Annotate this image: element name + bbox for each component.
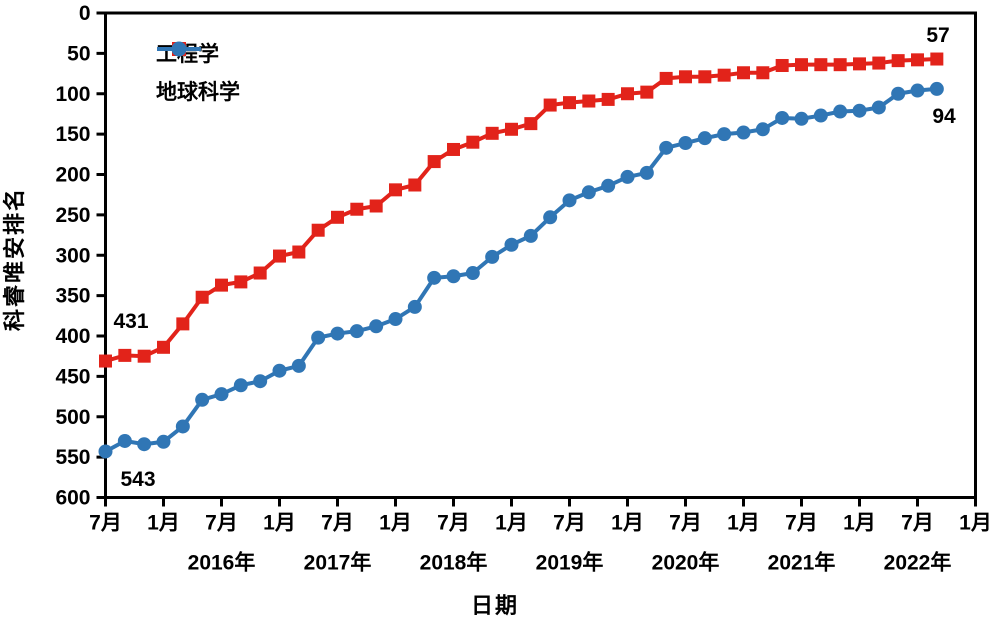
svg-text:200: 200: [55, 164, 90, 187]
svg-text:400: 400: [55, 325, 90, 348]
svg-text:1月: 1月: [379, 512, 412, 535]
svg-text:2020年: 2020年: [652, 551, 720, 575]
svg-text:7月: 7月: [205, 512, 238, 535]
svg-text:2021年: 2021年: [768, 551, 836, 575]
svg-text:450: 450: [55, 365, 90, 388]
annotation-start-geoscience: 543: [120, 468, 156, 491]
svg-text:150: 150: [55, 123, 90, 146]
svg-text:2018年: 2018年: [420, 551, 488, 575]
svg-text:2019年: 2019年: [536, 551, 604, 575]
svg-text:1月: 1月: [843, 512, 876, 535]
annotation-end-geoscience: 94: [932, 105, 956, 128]
svg-text:50: 50: [67, 42, 90, 65]
svg-text:1月: 1月: [495, 512, 528, 535]
legend: 工程学 地球科学: [156, 40, 240, 104]
svg-text:100: 100: [55, 83, 90, 106]
annotation-start-engineering: 431: [113, 310, 149, 333]
svg-text:300: 300: [55, 244, 90, 267]
svg-text:7月: 7月: [785, 512, 818, 535]
svg-text:1月: 1月: [611, 512, 644, 535]
svg-text:1月: 1月: [727, 512, 760, 535]
svg-text:7月: 7月: [901, 512, 934, 535]
svg-text:1月: 1月: [263, 512, 296, 535]
annotation-end-engineering: 57: [926, 24, 950, 47]
svg-text:2016年: 2016年: [188, 551, 256, 575]
svg-text:0: 0: [79, 2, 91, 25]
svg-text:1月: 1月: [147, 512, 180, 535]
y-axis-title: 科睿唯安排名: [2, 187, 27, 332]
svg-text:2017年: 2017年: [304, 551, 372, 575]
svg-text:7月: 7月: [437, 512, 470, 535]
svg-text:7月: 7月: [669, 512, 702, 535]
svg-text:7月: 7月: [321, 512, 354, 535]
svg-text:7月: 7月: [553, 512, 586, 535]
svg-text:250: 250: [55, 204, 90, 227]
blue-circle-line-icon: [157, 41, 201, 57]
x-axis-title: 日期: [470, 593, 519, 618]
svg-text:550: 550: [55, 446, 90, 469]
svg-text:2022年: 2022年: [884, 551, 952, 575]
svg-text:350: 350: [55, 285, 90, 308]
svg-text:500: 500: [55, 406, 90, 429]
legend-item-geoscience: 地球科学: [156, 41, 240, 104]
svg-text:600: 600: [55, 487, 90, 510]
svg-text:7月: 7月: [89, 512, 122, 535]
legend-label-geoscience: 地球科学: [156, 81, 240, 104]
svg-text:1月: 1月: [959, 512, 992, 535]
